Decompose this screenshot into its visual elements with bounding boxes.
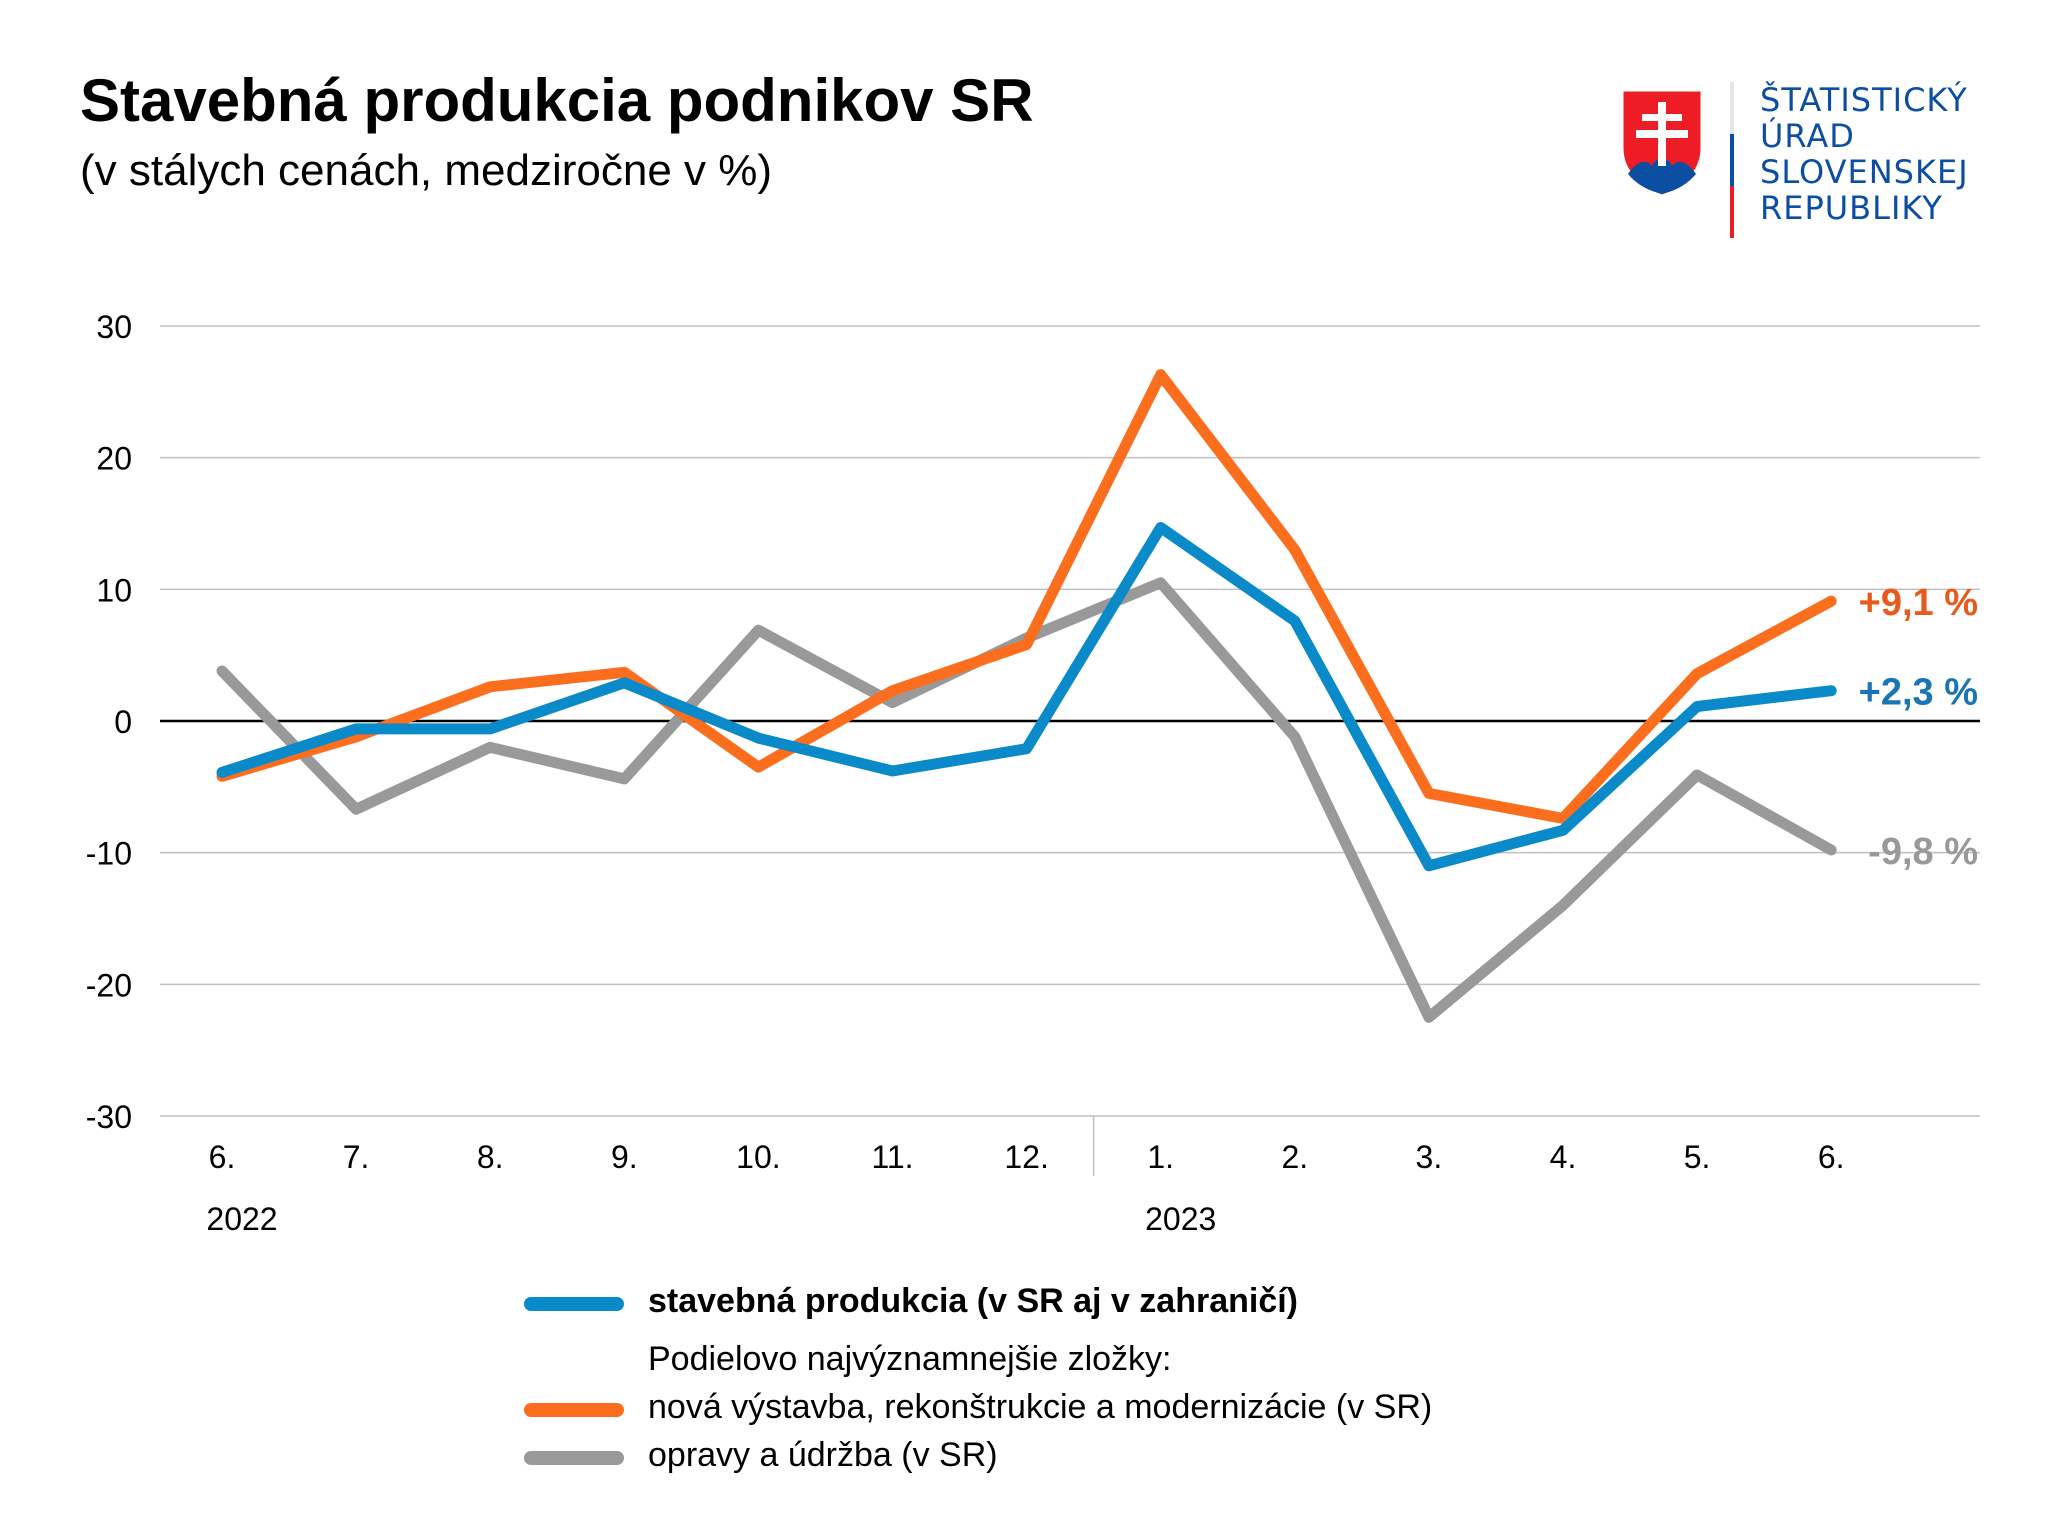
x-tick-label: 8.: [477, 1139, 504, 1175]
x-tick-label: 5.: [1684, 1139, 1711, 1175]
legend-swatch-stavebna: [524, 1297, 624, 1311]
y-tick-label: -20: [86, 967, 132, 1003]
statistical-office-logo: ŠTATISTICKÝ ÚRAD SLOVENSKEJ REPUBLIKY: [1618, 82, 2038, 242]
gridlines: [160, 325, 1980, 1176]
x-tick-label: 7.: [343, 1139, 370, 1175]
legend-label-nova: nová výstavba, rekonštrukcie a modernizá…: [648, 1388, 1433, 1426]
end-label-stavebna: +2,3 %: [1859, 672, 1978, 714]
chart-title: Stavebná produkcia podnikov SR: [80, 67, 1034, 134]
x-tick-label: 6.: [1818, 1139, 1845, 1175]
series-line-nova: [216, 369, 1837, 824]
y-tick-label: 30: [96, 309, 132, 345]
legend-components-heading: Podielovo najvýznamnejšie zložky:: [648, 1340, 1172, 1378]
year-label: 2023: [1145, 1201, 1216, 1237]
y-tick-label: 20: [96, 441, 132, 477]
logo-text: ŠTATISTICKÝ ÚRAD SLOVENSKEJ REPUBLIKY: [1760, 82, 1969, 226]
y-tick-label: 10: [96, 572, 132, 608]
x-tick-label: 3.: [1416, 1139, 1443, 1175]
end-label-opravy: -9,8 %: [1868, 831, 1978, 873]
logo-tricolor-bar: [1730, 82, 1734, 238]
y-tick-label: -30: [86, 1099, 132, 1135]
y-axis-ticks: 30 20 10 0 -10 -20 -30: [86, 309, 132, 1135]
x-tick-label: 10.: [736, 1139, 780, 1175]
x-tick-label: 4.: [1550, 1139, 1577, 1175]
y-tick-label: 0: [114, 704, 132, 740]
slovak-coat-of-arms-icon: [1620, 88, 1704, 198]
series-line-stavebna: [216, 522, 1837, 872]
x-tick-label: 2.: [1281, 1139, 1308, 1175]
logo-line-3: SLOVENSKEJ: [1760, 153, 1969, 191]
legend-swatch-nova: [524, 1403, 624, 1417]
legend-swatch-opravy: [524, 1451, 624, 1465]
logo-line-1: ŠTATISTICKÝ: [1760, 81, 1968, 119]
x-axis-ticks: 6. 7. 8. 9. 10. 11. 12. 1. 2. 3. 4. 5. 6. 2022 2023: [206, 1139, 1844, 1237]
logo-line-2: ÚRAD: [1760, 117, 1855, 155]
chart-subtitle: (v stálych cenách, medziročne v %): [80, 146, 773, 195]
logo-line-4: REPUBLIKY: [1760, 189, 1943, 227]
x-tick-label: 12.: [1004, 1139, 1048, 1175]
x-tick-label: 9.: [611, 1139, 638, 1175]
x-tick-label: 6.: [209, 1139, 236, 1175]
legend-label-opravy: opravy a údržba (v SR): [648, 1436, 998, 1474]
end-label-nova: +9,1 %: [1859, 582, 1978, 624]
year-label: 2022: [206, 1201, 277, 1237]
x-tick-label: 1.: [1147, 1139, 1174, 1175]
legend-label-stavebna: stavebná produkcia (v SR aj v zahraničí): [648, 1282, 1299, 1320]
series-lines: [216, 369, 1837, 1023]
y-tick-label: -10: [86, 836, 132, 872]
x-tick-label: 11.: [871, 1139, 913, 1175]
end-labels: -9,8 % +9,1 % +2,3 %: [1859, 582, 1978, 873]
line-chart: 30 20 10 0 -10 -20 -30 6. 7. 8. 9. 10. 11. 12. 1. 2. 3.…: [86, 309, 1980, 1237]
